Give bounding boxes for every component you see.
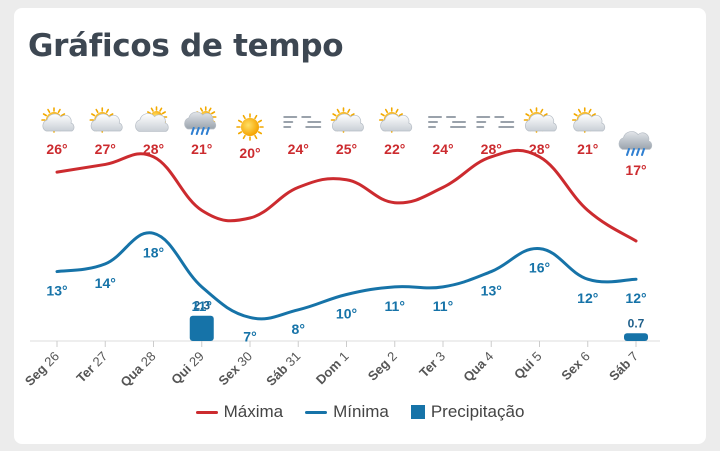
max-temp-label: 26° [46,141,67,157]
max-temp-label: 24° [432,141,453,157]
x-tick-label: Ter 27 [73,349,110,386]
fog-icon [476,116,515,128]
max-temp-label: 21° [577,141,598,157]
min-temp-label: 11° [385,298,405,314]
legend-label: Precipitação [430,402,525,421]
min-temp-label: 13° [46,283,67,299]
max-temp-label: 20° [239,145,260,161]
x-tick-label: Dom 1 [313,349,352,388]
fog-icon [283,116,322,128]
legend-label: Mínima [333,402,389,421]
max-temp-label: 28° [481,141,502,157]
x-tick-label: Sáb 31 [263,349,303,389]
x-tick-label: Qui 29 [168,349,207,388]
precipitation-bar [189,315,214,341]
min-temp-label: 16° [529,260,550,276]
max-temp-label: 28° [143,141,164,157]
x-tick-label: Seg 2 [365,349,400,384]
heavy-rain-icon [618,131,653,156]
x-tick-label: Sex 6 [558,349,593,384]
min-temp-label: 14° [95,275,116,291]
min-temp-label: 7° [243,328,256,344]
max-temp-label: 27° [95,141,116,157]
rain-icon [184,106,217,135]
x-tick-label: Qui 5 [511,349,545,383]
legend-line-swatch [305,410,328,414]
legend-item[interactable]: Precipitação [410,402,525,422]
min-temp-label: 11° [433,298,453,314]
x-tick-label: Qua 28 [117,349,158,390]
legend-line-swatch [195,410,218,414]
page-title: Gráficos de tempo [28,28,344,64]
max-temp-label: 22° [384,141,405,157]
partly-cloudy-icon [330,107,364,133]
min-temp-label: 12° [625,290,646,306]
partly-cloudy-icon [571,107,606,133]
partly-cloudy-icon [41,107,75,133]
x-tick-label: Seg 26 [22,349,62,389]
weather-chart-card [14,8,706,444]
legend-item[interactable]: Mínima [305,402,389,422]
legend-box-swatch [410,405,425,419]
precipitation-bar [624,333,648,341]
min-temp-label: 12° [577,290,598,306]
min-temp-label: 13° [481,283,502,299]
max-temp-label: 24° [288,141,309,157]
max-temp-label: 28° [529,141,550,157]
fog-icon [428,116,466,128]
x-tick-label: Sáb 7 [606,349,641,384]
max-temp-label: 21° [191,141,212,157]
min-temp-label: 18° [143,244,164,260]
max-temp-line [55,148,638,243]
cloudy-icon [135,106,169,132]
x-tick-label: Ter 3 [416,349,448,381]
partly-cloudy-icon [523,107,557,133]
precipitation-label: 0.7 [628,316,645,330]
min-temp-label: 11° [192,298,212,314]
min-temp-label: 8° [292,321,305,337]
x-tick-label: Sex 30 [215,349,255,389]
precipitation-label: 2.3 [193,299,210,313]
sunny-icon [236,113,264,141]
partly-cloudy-icon [378,107,413,133]
x-tick-label: Qua 4 [460,349,496,385]
partly-cloudy-icon [89,107,123,133]
chart-legend: Máxima Mínima Precipitação [0,402,720,422]
max-temp-label: 17° [625,162,646,178]
min-temp-label: 10° [336,306,357,322]
max-temp-label: 25° [336,141,357,157]
legend-label: Máxima [223,402,284,421]
min-temp-line [55,231,638,321]
legend-item[interactable]: Máxima [195,402,284,422]
